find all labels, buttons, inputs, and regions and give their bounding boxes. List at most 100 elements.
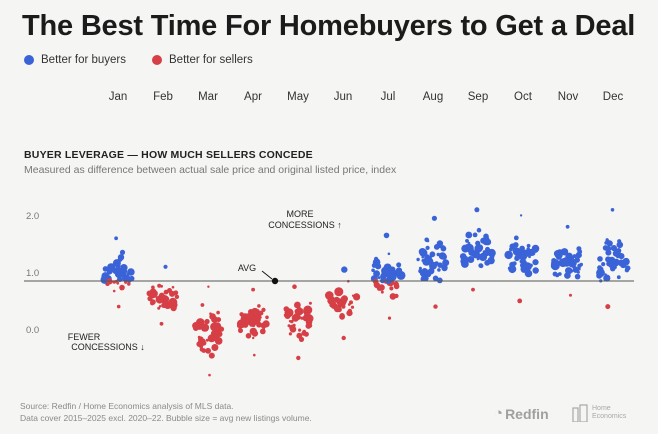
- bubble-jul: [381, 268, 391, 278]
- bubble-dec: [601, 262, 606, 267]
- bubble-sep: [465, 231, 473, 239]
- annotation-more-line2: CONCESSIONS ↑: [268, 220, 342, 230]
- bubble-may: [303, 305, 313, 315]
- bubble-aug: [429, 251, 436, 258]
- bubble-oct: [514, 254, 521, 261]
- bubble-feb: [150, 301, 155, 306]
- y-tick-label: 0.0: [26, 325, 39, 336]
- bubble-may: [296, 332, 303, 339]
- bubble-jan: [111, 267, 117, 273]
- bubble-oct: [508, 265, 517, 274]
- bubble-mar: [215, 334, 219, 338]
- bubble-mar: [197, 339, 206, 347]
- bubble-jan: [109, 266, 113, 269]
- bubble-may: [283, 306, 290, 312]
- bubble-jul: [378, 284, 385, 291]
- bubble-aug: [424, 237, 430, 243]
- bubble-aug: [425, 245, 430, 250]
- bubble-jan: [116, 269, 124, 277]
- bubble-apr: [259, 328, 266, 335]
- bubble-mar: [204, 318, 210, 325]
- bubble-may: [283, 313, 287, 317]
- bubble-mar: [199, 347, 204, 352]
- bubble-oct: [528, 255, 531, 259]
- bubble-jul: [396, 262, 402, 268]
- bubble-feb: [159, 321, 164, 326]
- bubble-oct: [531, 244, 540, 253]
- bubble-sep: [467, 256, 475, 263]
- bubble-jul: [389, 286, 394, 291]
- bubble-sep: [476, 244, 484, 252]
- bubble-aug: [422, 268, 429, 275]
- bubble-feb: [171, 285, 175, 289]
- bubble-dec: [605, 304, 611, 310]
- home-economics-logo: Home Economics: [572, 404, 626, 422]
- bubble-nov: [560, 248, 569, 256]
- y-tick-label: 1.0: [26, 268, 39, 279]
- bubble-nov: [570, 269, 574, 273]
- note-line: Data cover 2015–2025 excl. 2020–22. Bubb…: [20, 413, 312, 423]
- bubble-jun: [350, 305, 355, 309]
- bubble-aug: [437, 262, 443, 269]
- bubble-jan: [119, 249, 126, 255]
- month-label-jun: Jun: [334, 91, 353, 103]
- bubble-may: [302, 317, 306, 320]
- bubble-sep: [468, 241, 471, 245]
- bubble-aug: [436, 240, 444, 247]
- bubble-may: [294, 301, 301, 309]
- bubble-aug: [440, 245, 447, 252]
- bubble-mar: [213, 317, 218, 323]
- bubble-mar: [216, 310, 220, 315]
- home-economics-line2: Economics: [592, 413, 627, 420]
- bubble-jul: [371, 263, 377, 268]
- bubble-nov: [575, 252, 582, 259]
- bubble-feb: [150, 290, 158, 297]
- section-title: BUYER LEVERAGE — HOW MUCH SELLERS CONCED…: [24, 149, 313, 161]
- bubble-sep: [479, 263, 484, 269]
- bubble-oct: [507, 266, 511, 270]
- bubble-apr: [251, 307, 259, 316]
- bubble-nov: [569, 293, 572, 297]
- bubble-jan: [121, 265, 125, 270]
- bubble-sep: [476, 257, 480, 261]
- bubble-apr: [257, 304, 261, 308]
- bubble-jul: [395, 267, 403, 274]
- legend-item-sellers: Better for sellers: [152, 54, 253, 66]
- bubble-dec: [605, 238, 609, 242]
- bubble-aug: [427, 255, 432, 260]
- footer-source: Source: Redfin / Home Economics analysis…: [20, 400, 312, 424]
- bubble-may: [305, 323, 312, 329]
- bubble-mar: [200, 303, 205, 307]
- bubble-jul: [394, 281, 398, 285]
- bubble-dec: [603, 274, 611, 282]
- bubble-apr: [252, 336, 255, 340]
- bubble-feb: [167, 288, 172, 293]
- chart-title: The Best Time For Homebuyers to Get a De…: [22, 10, 636, 42]
- bubble-nov: [552, 271, 558, 277]
- bubble-feb: [147, 296, 153, 302]
- bubble-apr: [262, 320, 270, 328]
- bubble-oct: [512, 261, 517, 266]
- bubble-aug: [441, 264, 448, 272]
- bubble-may: [304, 312, 310, 318]
- bubble-jul: [371, 268, 375, 273]
- month-label-sep: Sep: [468, 91, 488, 103]
- bubble-aug: [418, 266, 422, 270]
- bubble-sep: [489, 254, 495, 259]
- bubble-sep: [474, 207, 480, 213]
- bubble-may: [293, 313, 301, 320]
- bubble-jun: [338, 302, 342, 306]
- bubble-jun: [332, 301, 337, 306]
- bubble-mar: [208, 352, 215, 359]
- bubble-jan: [127, 268, 135, 276]
- bubble-jan: [119, 284, 125, 291]
- legend: Better for buyers Better for sellers: [24, 54, 253, 66]
- bubble-oct: [517, 249, 523, 255]
- bubble-jun: [341, 335, 346, 341]
- bubble-may: [292, 284, 297, 290]
- bubble-mar: [192, 322, 200, 330]
- building-icon: [572, 404, 588, 422]
- bubble-sep: [476, 227, 482, 233]
- bubble-jan: [127, 282, 131, 286]
